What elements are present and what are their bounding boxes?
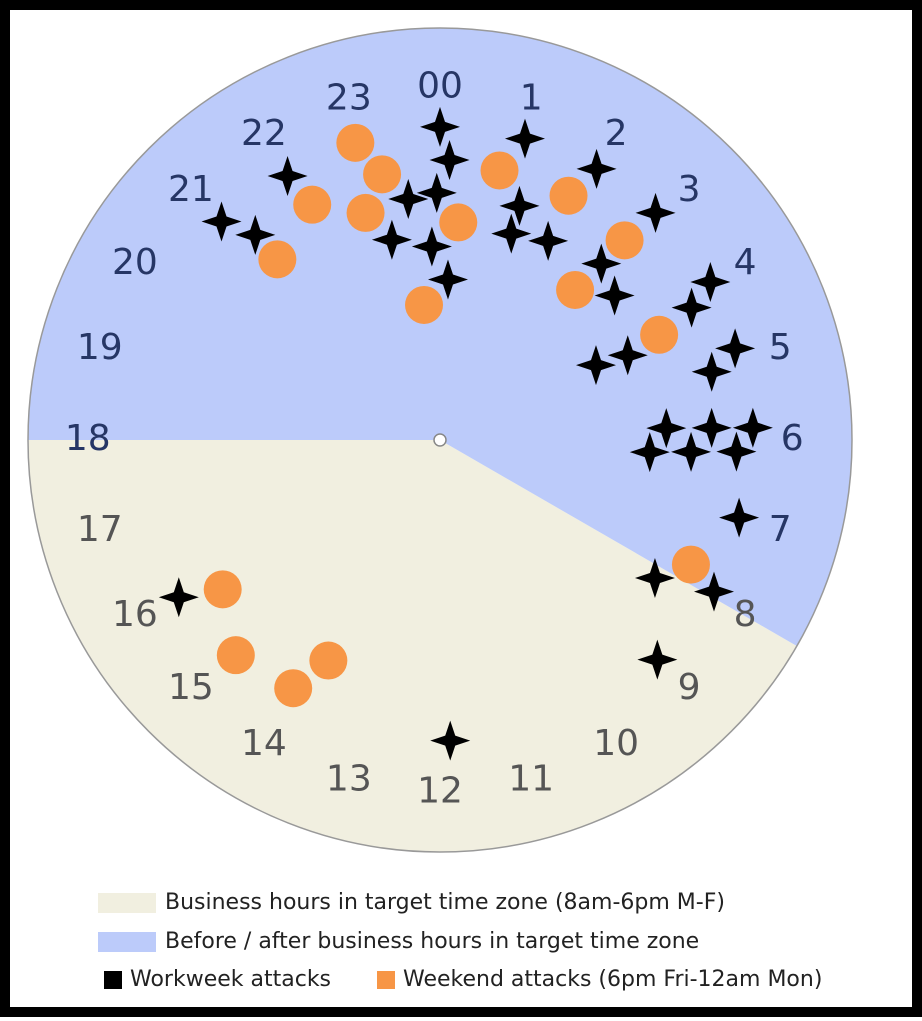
hour-label: 19 [77,327,123,368]
hour-label: 6 [781,418,804,459]
workweek-attack [416,172,457,213]
region [28,440,797,852]
hour-label: 14 [241,723,287,764]
workweek-attack [430,720,471,761]
workweek-attack [158,577,199,618]
workweek-attack [427,259,468,300]
hour-label: 9 [678,667,701,708]
weekend-attack [293,185,332,224]
hour-label: 5 [769,327,792,368]
hour-label: 23 [326,78,372,119]
center-dot [433,433,447,447]
workweek-attack [671,287,712,328]
hour-label: 7 [769,509,792,550]
weekend-attack [605,221,644,260]
workweek-attack [607,335,648,376]
workweek-attack [429,140,470,181]
legend-label: Weekend attacks (6pm Fri-12am Mon) [403,967,822,992]
workweek-attack [646,408,687,449]
workweek-attack [690,262,731,303]
weekend-attack [480,151,519,190]
workweek-attack [634,557,675,598]
legend-swatch [377,971,395,989]
legend-swatch [104,971,122,989]
weekend-attack [258,240,297,279]
legend-label: Business hours in target time zone (8am-… [165,890,725,915]
workweek-attack [411,226,452,267]
legend-swatch [98,893,156,913]
hour-label: 16 [112,594,158,635]
workweek-attack [691,407,732,448]
workweek-attack [235,214,276,255]
hour-label: 21 [168,169,214,210]
hour-label: 11 [508,758,554,799]
hour-label: 17 [77,509,123,550]
workweek-attack [716,431,757,472]
workweek-attack [528,220,569,261]
legend-label: Workweek attacks [130,967,331,992]
weekend-attack [363,155,402,194]
hour-label: 1 [520,78,543,119]
workweek-attack [629,432,670,473]
workweek-attack [691,351,732,392]
weekend-attack [640,315,679,354]
clock-rim [27,27,853,853]
weekend-attack [556,270,595,309]
weekend-attack [549,176,588,215]
workweek-attack [201,201,242,242]
weekend-attack [309,641,348,680]
weekend-attack [439,203,478,242]
workweek-attack [635,192,676,233]
weekend-attack [405,285,444,324]
weekend-attack [216,636,255,675]
hour-label: 00 [417,66,463,107]
hour-label: 4 [734,242,757,283]
hour-label: 8 [734,594,757,635]
hour-label: 3 [678,169,701,210]
workweek-attack [575,345,616,386]
workweek-attack [576,148,617,189]
hour-label: 13 [326,758,372,799]
workweek-attack [371,219,412,260]
weekend-attack [336,123,375,162]
workweek-attack [693,571,734,612]
workweek-attack [715,328,756,369]
workweek-attack [719,497,760,538]
workweek-attack [581,243,622,284]
workweek-attack [637,639,678,680]
hour-label: 18 [65,418,111,459]
weekend-attack [671,545,710,584]
hour-label: 2 [605,113,628,154]
workweek-attack [504,118,545,159]
weekend-attack [274,669,313,708]
workweek-attack [388,178,429,219]
workweek-attack [594,275,635,316]
hour-label: 22 [241,113,287,154]
hour-label: 10 [593,723,639,764]
workweek-attack [267,155,308,196]
legend-swatch [98,932,156,952]
weekend-attack [346,193,385,232]
workweek-attack [491,213,532,254]
region [28,27,853,647]
workweek-attack [499,185,540,226]
hour-label: 20 [112,242,158,283]
hour-label: 12 [417,770,463,811]
workweek-attack [420,106,460,147]
legend-label: Before / after business hours in target … [165,929,699,954]
hour-label: 15 [168,667,214,708]
weekend-attack [203,570,242,609]
workweek-attack [732,407,773,448]
workweek-attack [671,431,712,472]
